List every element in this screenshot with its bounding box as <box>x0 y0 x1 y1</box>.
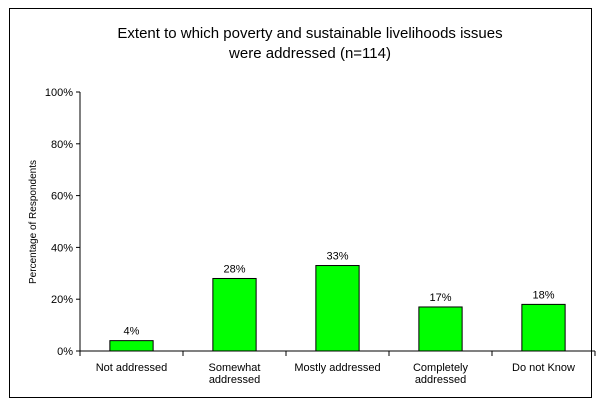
bar <box>418 306 463 352</box>
y-tick-label: 100% <box>45 87 73 99</box>
data-label: 18% <box>532 289 554 301</box>
x-category-label: Mostly addressed <box>294 362 380 374</box>
x-category-label: addressed <box>415 374 466 386</box>
y-axis-label: Percentage of Respondents <box>28 160 39 284</box>
y-tick-label: 60% <box>51 191 73 203</box>
plot-area: 0% 20% 40% 60% 80% 100% 4% Not addressed 28% Some… <box>45 87 596 386</box>
data-label: 33% <box>326 251 348 263</box>
x-category-label: Completely <box>413 362 469 374</box>
chart-frame <box>9 8 592 398</box>
bar <box>212 277 257 352</box>
chart-title-line-1: Extent to which poverty and sustainable … <box>117 25 502 42</box>
data-label: 4% <box>124 326 140 338</box>
bar <box>315 265 360 352</box>
bar <box>521 303 566 352</box>
x-category-label: Not addressed <box>96 362 168 374</box>
y-tick-label: 20% <box>51 294 73 306</box>
y-tick-label: 0% <box>57 346 73 358</box>
bar <box>109 340 154 352</box>
data-label: 28% <box>223 263 245 275</box>
x-category-label: addressed <box>209 374 260 386</box>
y-tick-label: 80% <box>51 139 73 151</box>
data-label: 17% <box>429 292 451 304</box>
x-category-label: Somewhat <box>209 362 261 374</box>
x-category-label: Do not Know <box>512 362 575 374</box>
chart-title-line-2: were addressed (n=114) <box>228 45 391 62</box>
y-tick-label: 40% <box>51 242 73 254</box>
